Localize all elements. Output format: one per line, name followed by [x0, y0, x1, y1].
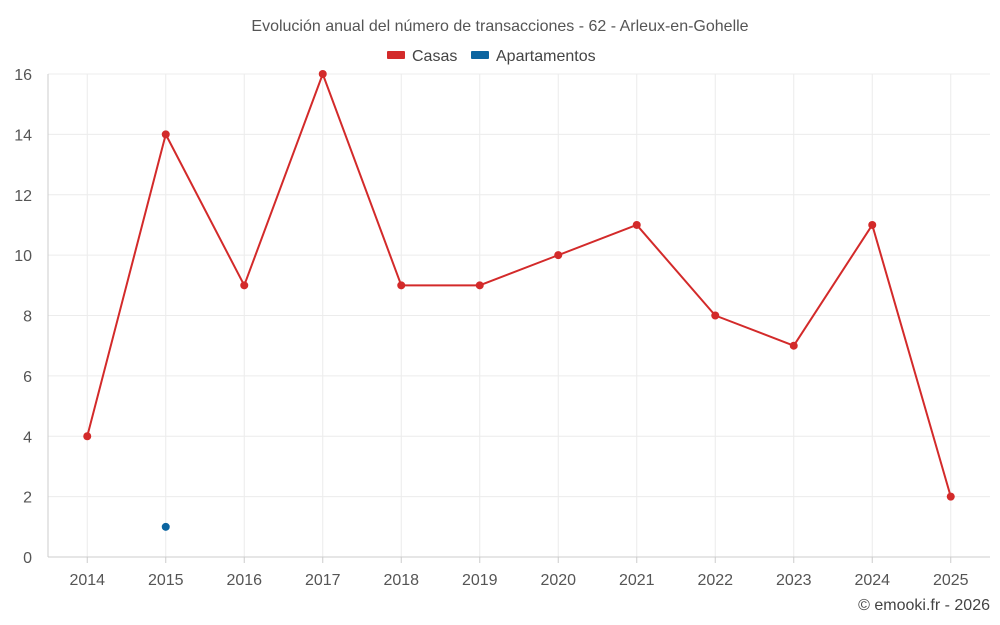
y-tick-label: 12	[14, 188, 32, 205]
x-tick-label: 2023	[776, 572, 812, 589]
x-tick-label: 2020	[540, 572, 576, 589]
data-point-casas-2021[interactable]	[632, 220, 641, 229]
legend-item-apartamentos[interactable]: Apartamentos	[471, 48, 596, 65]
data-point-casas-2017[interactable]	[318, 70, 327, 78]
data-point-casas-2019[interactable]	[475, 281, 484, 290]
y-tick-label: 10	[14, 248, 32, 265]
x-tick-label: 2022	[697, 572, 733, 589]
data-point-casas-2024[interactable]	[868, 220, 877, 229]
axes	[47, 74, 990, 558]
y-tick-label: 16	[14, 67, 32, 84]
series-apartamentos	[161, 522, 170, 531]
y-tick-label: 2	[23, 490, 32, 507]
x-tick-label: 2016	[226, 572, 262, 589]
y-tick-label: 14	[14, 127, 32, 144]
y-tick-label: 8	[23, 309, 32, 326]
x-tick-label: 2019	[462, 572, 498, 589]
data-point-casas-2015[interactable]	[161, 130, 170, 139]
data-point-casas-2025[interactable]	[946, 492, 955, 501]
grid	[48, 73, 990, 557]
x-tick-label: 2018	[383, 572, 419, 589]
data-point-casas-2023[interactable]	[789, 341, 798, 350]
x-axis-ticks: 2014 2015 2016 2017 2018 2019 2020 2021 2022 2023…	[69, 557, 969, 589]
data-point-apartamentos-2015[interactable]	[161, 522, 170, 531]
data-point-casas-2016[interactable]	[240, 281, 249, 290]
data-point-casas-2014[interactable]	[83, 432, 92, 441]
y-tick-label: 0	[23, 550, 32, 567]
x-tick-label: 2024	[854, 572, 890, 589]
series-casas	[83, 70, 955, 501]
x-tick-label: 2015	[148, 572, 184, 589]
y-tick-label: 6	[23, 369, 32, 386]
legend-swatch-casas	[387, 51, 405, 59]
data-point-casas-2020[interactable]	[554, 251, 563, 260]
legend-label-casas: Casas	[412, 48, 457, 65]
legend: Casas Apartamentos	[387, 48, 596, 65]
data-point-casas-2022[interactable]	[711, 311, 720, 320]
x-tick-label: 2017	[305, 572, 341, 589]
series-layer	[83, 70, 955, 531]
y-axis-ticks: 0 2 4 6 8 10 12 14 16	[14, 67, 32, 567]
credit-text: © emooki.fr - 2026	[858, 597, 990, 614]
legend-label-apartamentos: Apartamentos	[496, 48, 596, 65]
legend-item-casas[interactable]: Casas	[387, 48, 457, 65]
data-point-casas-2018[interactable]	[397, 281, 406, 290]
x-tick-label: 2014	[69, 572, 105, 589]
x-tick-label: 2025	[933, 572, 969, 589]
legend-swatch-apartamentos	[471, 51, 489, 59]
series-line-casas	[86, 73, 952, 497]
chart-title: Evolución anual del número de transaccio…	[251, 18, 748, 35]
y-tick-label: 4	[23, 429, 32, 446]
x-tick-label: 2021	[619, 572, 655, 589]
